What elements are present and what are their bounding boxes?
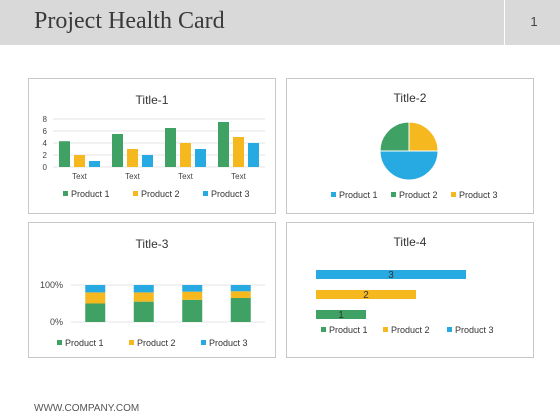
chart-2-slice-2 (379, 121, 410, 152)
chart-4-legend-label-3: Product 3 (455, 325, 494, 335)
chart-4-data-label: 2 (363, 290, 369, 301)
chart-3-bar-s3-c4 (230, 285, 251, 292)
chart-3-bar-s3-c3 (182, 285, 203, 292)
chart-1-legend-label-3: Product 3 (211, 189, 250, 199)
page-number: 1 (530, 14, 538, 29)
chart-3-legend-swatch-1 (57, 340, 62, 345)
chart-3-bar-s2-c3 (182, 291, 203, 300)
chart-1-bar-s3-c1 (89, 161, 100, 167)
chart-panel-4: Title-4 3 2 1 Product 1 Product 2 Product 3 (286, 222, 534, 358)
chart-3-bar-s2-c4 (230, 291, 251, 298)
chart-1-legend-swatch-1 (63, 191, 68, 196)
chart-4-legend-label-2: Product 2 (391, 325, 430, 335)
chart-4-data-label: 1 (338, 310, 344, 321)
chart-title-3: Title-3 (135, 237, 169, 251)
chart-2-legend-swatch-3 (451, 192, 456, 197)
chart-1-svg: 0 2 4 6 8 Text Text Text Text Product 1 Product 2 P… (43, 115, 265, 199)
chart-title-2: Title-2 (393, 91, 427, 105)
chart-2-slice-3 (408, 121, 439, 152)
chart-4-svg: 3 2 1 Product 1 Product 2 Product 3 (316, 270, 494, 335)
chart-1-bar-s1-c1 (59, 141, 70, 167)
chart-1-ytick-label: 6 (43, 127, 48, 136)
header-divider (504, 0, 505, 45)
chart-3-bar-s1-c1 (85, 303, 106, 322)
chart-2-slice-1 (379, 150, 439, 181)
chart-1-ytick-label: 0 (43, 163, 48, 172)
chart-3-bar-s1-c3 (182, 299, 203, 322)
chart-3-legend-label-3: Product 3 (209, 338, 248, 348)
chart-1-bar-s2-c4 (233, 137, 244, 167)
header-bar: Project Health Card 1 (0, 0, 560, 45)
chart-3-bar-s2-c2 (133, 292, 154, 302)
page-title: Project Health Card (34, 8, 225, 34)
chart-3-legend-label-2: Product 2 (137, 338, 176, 348)
footer-url: WWW.COMPANY.COM (34, 403, 140, 414)
chart-3-bar-s3-c1 (85, 285, 106, 293)
chart-1-bar-s3-c3 (195, 149, 206, 167)
chart-4-data-label: 3 (388, 270, 394, 281)
chart-panel-3: Title-3 0% 100% Product 1 Product 2 Product … (28, 222, 276, 358)
chart-3-ytick-label: 0% (50, 317, 63, 327)
chart-1-legend-swatch-3 (203, 191, 208, 196)
chart-4-bar-1 (316, 310, 366, 319)
chart-1-legend-label-1: Product 1 (71, 189, 110, 199)
chart-1-bar-s2-c2 (127, 149, 138, 167)
chart-4-legend-label-1: Product 1 (329, 325, 368, 335)
chart-4-legend-swatch-3 (447, 327, 452, 332)
chart-1-bar-s1-c2 (112, 134, 123, 167)
chart-2-legend-swatch-1 (331, 192, 336, 197)
chart-1-xtick-label: Text (178, 172, 193, 181)
chart-1-ytick-label: 4 (43, 139, 48, 148)
chart-3-legend-swatch-2 (129, 340, 134, 345)
chart-3-bar-s2-c1 (85, 292, 106, 304)
chart-panel-1: Title-1 0 2 4 6 8 Text Text Text Text Product 1 Pr… (28, 78, 276, 214)
chart-1-bar-s1-c3 (165, 128, 176, 167)
chart-4-bar-2 (316, 290, 416, 299)
chart-2-legend-label-3: Product 3 (459, 190, 498, 200)
chart-2-svg: Product 1 Product 2 Product 3 (331, 121, 498, 200)
chart-1-bar-s3-c2 (142, 155, 153, 167)
chart-1-bar-s2-c1 (74, 155, 85, 167)
chart-2-legend-label-1: Product 1 (339, 190, 378, 200)
chart-3-bar-s1-c4 (230, 297, 251, 322)
chart-2-legend-swatch-2 (391, 192, 396, 197)
chart-3-svg: 0% 100% Product 1 Product 2 Product 3 (40, 280, 265, 348)
chart-panel-2: Title-2 Product 1 Product 2 Product 3 (286, 78, 534, 214)
chart-1-ytick-label: 2 (43, 151, 48, 160)
chart-3-legend-label-1: Product 1 (65, 338, 104, 348)
chart-1-xtick-label: Text (72, 172, 87, 181)
chart-3-ytick-label: 100% (40, 280, 63, 290)
chart-title-1: Title-1 (135, 93, 169, 107)
chart-3-bar-s1-c2 (133, 301, 154, 322)
chart-title-4: Title-4 (393, 235, 427, 249)
chart-1-bar-s1-c4 (218, 122, 229, 167)
chart-4-legend-swatch-1 (321, 327, 326, 332)
chart-1-legend-label-2: Product 2 (141, 189, 180, 199)
chart-1-xtick-label: Text (231, 172, 246, 181)
chart-3-legend-swatch-3 (201, 340, 206, 345)
chart-1-xtick-label: Text (125, 172, 140, 181)
chart-4-legend-swatch-2 (383, 327, 388, 332)
chart-4-bar-3 (316, 270, 466, 279)
chart-1-bar-s3-c4 (248, 143, 259, 167)
chart-1-bar-s2-c3 (180, 143, 191, 167)
chart-1-ytick-label: 8 (43, 115, 48, 124)
chart-2-legend-label-2: Product 2 (399, 190, 438, 200)
chart-1-legend-swatch-2 (133, 191, 138, 196)
chart-3-bar-s3-c2 (133, 285, 154, 293)
